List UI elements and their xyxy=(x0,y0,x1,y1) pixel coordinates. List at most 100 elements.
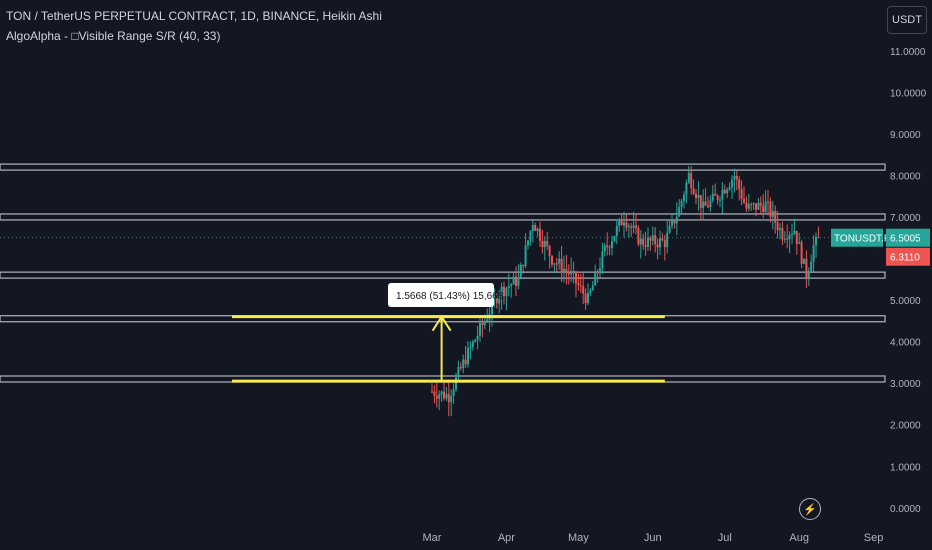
candle-body xyxy=(673,219,676,224)
candle-body xyxy=(723,189,726,194)
x-tick-label: Aug xyxy=(789,532,809,544)
candle-body xyxy=(613,236,616,242)
symbol-label-text: TONUSDT.P xyxy=(834,234,891,245)
measure-arrow-head[interactable] xyxy=(431,314,452,332)
candle-body xyxy=(527,240,529,246)
candle-body xyxy=(447,394,450,403)
candle-body xyxy=(457,367,460,378)
candle-body xyxy=(534,225,537,232)
open-price-label xyxy=(886,247,930,266)
measure-tooltip-text: 1.5668 (51.43%) 15,668 xyxy=(396,291,504,302)
candle-body xyxy=(793,230,796,235)
candle-body xyxy=(536,228,539,232)
candle-body xyxy=(738,179,741,190)
candle-body xyxy=(699,195,702,208)
candle-body xyxy=(433,391,436,396)
candle-body xyxy=(435,395,438,399)
sr-level-line[interactable] xyxy=(0,163,886,171)
measure-tooltip[interactable] xyxy=(388,283,494,307)
candle-body xyxy=(608,247,611,249)
candle-body xyxy=(774,211,777,223)
candle-body xyxy=(663,240,666,248)
candle-body xyxy=(709,200,712,208)
candle-body xyxy=(575,271,577,284)
candle-body xyxy=(731,179,733,187)
last-price-text: 6.5005 xyxy=(890,234,921,245)
indicator-legend[interactable]: AlgoAlpha - □Visible Range S/R (40, 33) xyxy=(6,29,221,43)
candle-body xyxy=(591,285,594,291)
open-price-text: 6.3110 xyxy=(890,253,920,264)
candle-body xyxy=(486,319,489,321)
candle-body xyxy=(630,226,633,228)
candle-body xyxy=(764,201,767,213)
candle-body xyxy=(603,245,606,252)
candle-body xyxy=(469,347,472,349)
candle-body xyxy=(483,320,486,326)
candle-body xyxy=(450,395,453,403)
candle-body xyxy=(601,251,604,269)
candle-body xyxy=(707,205,709,208)
candle-body xyxy=(795,230,798,244)
candle-body xyxy=(695,193,697,199)
candle-body xyxy=(714,193,717,196)
candle-body xyxy=(747,204,750,209)
candle-body xyxy=(675,216,678,224)
candle-body xyxy=(661,238,664,241)
candle-body xyxy=(500,286,503,296)
candle-body xyxy=(555,263,558,265)
candle-body xyxy=(791,234,793,236)
candle-body xyxy=(512,276,515,285)
candle-body xyxy=(493,297,496,300)
candle-body xyxy=(719,199,721,201)
candle-body xyxy=(459,367,462,369)
y-tick-label: 5.0000 xyxy=(890,296,921,307)
candle-body xyxy=(476,335,479,340)
candle-body xyxy=(517,276,520,286)
candle-body xyxy=(656,244,659,248)
candle-body xyxy=(786,238,789,240)
y-tick-label: 4.0000 xyxy=(890,338,921,349)
currency-button[interactable]: USDT xyxy=(887,6,927,34)
candle-body xyxy=(503,286,505,296)
y-tick-label: 7.0000 xyxy=(890,213,921,224)
candle-body xyxy=(788,234,791,240)
y-tick-label: 8.0000 xyxy=(890,171,921,182)
candle-body xyxy=(637,228,640,245)
candle-body xyxy=(615,225,618,237)
candle-body xyxy=(505,287,508,296)
candle-body xyxy=(759,202,762,206)
candle-body xyxy=(659,238,661,248)
candle-body xyxy=(479,323,481,336)
candle-body xyxy=(452,389,455,396)
candle-body xyxy=(743,198,745,203)
candle-body xyxy=(800,242,803,264)
candle-body xyxy=(464,359,467,365)
candle-body xyxy=(563,268,565,273)
sr-level-line[interactable] xyxy=(0,271,886,279)
candle-body xyxy=(704,201,707,206)
candle-body xyxy=(570,270,573,275)
y-tick-label: 0.0000 xyxy=(890,504,921,515)
candle-body xyxy=(726,189,729,194)
candle-body xyxy=(757,202,760,210)
sr-level-line[interactable] xyxy=(0,213,886,221)
candle-body xyxy=(762,205,765,213)
candle-body xyxy=(529,230,532,241)
candle-body xyxy=(539,228,541,241)
candle-body xyxy=(752,203,755,205)
bolt-icon[interactable]: ⚡ xyxy=(799,498,821,520)
candle-body xyxy=(524,245,527,266)
candle-body xyxy=(776,222,779,231)
y-tick-label: 10.0000 xyxy=(890,88,927,99)
candle-body xyxy=(702,201,705,208)
candle-body xyxy=(471,341,474,348)
x-tick-label: Jul xyxy=(718,532,732,544)
candle-body xyxy=(587,292,589,304)
candle-body xyxy=(572,270,575,272)
candle-body xyxy=(685,182,688,195)
candle-body xyxy=(481,323,484,326)
candle-body xyxy=(815,236,817,246)
candle-body xyxy=(803,258,805,264)
